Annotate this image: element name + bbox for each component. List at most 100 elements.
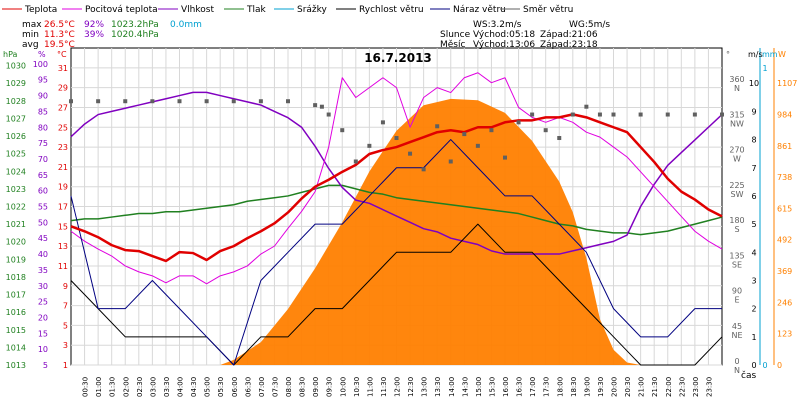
- pressure-tick-label: 1016: [6, 308, 26, 317]
- time-tick-label: 17:30: [543, 377, 551, 397]
- info-moonset: Západ:23:18: [540, 40, 598, 50]
- temperature-tick-label: 27: [58, 103, 68, 112]
- humidity-tick-label: 50: [38, 218, 48, 227]
- direction-tick-name: NW: [730, 119, 744, 128]
- wind-direction-point: [435, 124, 440, 129]
- pressure-unit: hPa: [3, 50, 18, 59]
- wind-direction-point: [96, 99, 101, 104]
- time-tick-label: 22:30: [678, 377, 686, 397]
- chart-title: 16.7.2013: [364, 51, 432, 65]
- lines-layer: [69, 72, 724, 366]
- direction-tick-name: NE: [731, 331, 742, 340]
- direction-tick-name: W: [733, 155, 741, 164]
- stat-max-rain: 0.0mm: [170, 20, 202, 30]
- humidity-unit: %: [38, 50, 46, 59]
- stat-min-hum: 39%: [84, 30, 104, 40]
- time-tick-label: 01:30: [109, 377, 117, 397]
- pressure-tick-label: 1021: [6, 220, 26, 229]
- direction-unit: °: [726, 50, 730, 59]
- pressure-tick-label: 1026: [6, 132, 26, 141]
- wind-direction-point: [286, 99, 290, 104]
- wind-speed-line: [70, 223, 723, 366]
- wind-tick-label: 6: [751, 192, 756, 201]
- humidity-tick-label: 70: [38, 155, 48, 164]
- humidity-tick-label: 25: [38, 298, 48, 307]
- solar-tick-label: 492: [777, 236, 792, 245]
- wind-direction-point: [557, 136, 562, 141]
- time-tick-label: 21:30: [651, 377, 659, 397]
- solar-tick-label: 0: [777, 361, 782, 370]
- time-tick-label: 06:30: [244, 377, 252, 397]
- wind-direction-point: [319, 104, 324, 109]
- time-tick-label: 08:00: [285, 377, 293, 397]
- humidity-tick-label: 40: [38, 250, 48, 259]
- wind-direction-point: [543, 128, 548, 133]
- humidity-tick-label: 75: [38, 139, 48, 148]
- direction-tick-name: S: [734, 225, 739, 234]
- pressure-tick-label: 1013: [6, 361, 26, 370]
- pressure-tick-label: 1027: [6, 114, 26, 123]
- solar-unit: W: [778, 50, 786, 59]
- direction-tick-label: 0: [734, 357, 739, 366]
- wind-direction-point: [597, 112, 602, 117]
- temperature-tick-label: 19: [58, 183, 68, 192]
- humidity-tick-label: 15: [38, 329, 48, 338]
- solar-tick-label: 984: [777, 110, 792, 119]
- direction-tick-label: 90: [732, 287, 742, 296]
- time-tick-label: 03:30: [163, 377, 171, 397]
- time-tick-label: 00:30: [82, 377, 90, 397]
- humidity-tick-label: 85: [38, 107, 48, 116]
- pressure-tick-label: 1018: [6, 273, 26, 282]
- temperature-line: [70, 113, 723, 263]
- humidity-tick-label: 35: [38, 266, 48, 275]
- stat-avg-temp: 19.5°C: [44, 40, 75, 50]
- time-tick-label: 05:30: [217, 377, 225, 397]
- info-block: WS:3.2m/s WG:5m/s Slunce Východ:05:18 Zá…: [440, 20, 610, 50]
- wind-direction-point: [353, 159, 358, 164]
- stat-max-temp: 26.5°C: [44, 20, 75, 30]
- wind-tick-label: 8: [751, 136, 756, 145]
- humidity-tick-label: 60: [38, 187, 48, 196]
- legend-tlak: Tlak: [246, 5, 267, 15]
- time-tick-label: 10:30: [353, 377, 361, 397]
- wind-direction-point: [584, 104, 589, 109]
- time-tick-label: 14:30: [461, 377, 469, 397]
- info-sun-label: Slunce: [440, 30, 471, 40]
- time-tick-label: 22:00: [665, 377, 673, 397]
- wind-tick-label: 3: [751, 276, 756, 285]
- time-tick-label: 09:30: [326, 377, 334, 397]
- legend-teplota: Teplota: [24, 5, 57, 15]
- feels-like-line: [70, 72, 723, 285]
- wind-direction-point: [231, 99, 236, 104]
- wind-direction-point: [570, 112, 575, 117]
- wind-direction-point: [150, 99, 155, 104]
- legend: Teplota Pocitová teplota Vlhkost Tlak Sr…: [2, 5, 573, 15]
- solar-tick-label: 123: [777, 330, 792, 339]
- time-tick-label: 23:30: [705, 377, 713, 397]
- pressure-tick-label: 1020: [6, 238, 26, 247]
- pressure-tick-label: 1019: [6, 255, 26, 264]
- wind-direction-point: [258, 99, 263, 104]
- direction-tick-label: 315: [729, 110, 744, 119]
- direction-tick-label: 360: [729, 75, 744, 84]
- wind-unit: m/s: [748, 50, 763, 59]
- wind-direction-point: [204, 99, 209, 104]
- wind-direction-point: [313, 103, 318, 108]
- temperature-tick-label: 3: [63, 341, 68, 350]
- time-tick-label: 16:30: [516, 377, 524, 397]
- pressure-tick-label: 1030: [6, 62, 26, 71]
- wind-tick-label: 9: [751, 107, 756, 116]
- legend-srazky: Srážky: [297, 5, 328, 15]
- rain-tick-label: 1: [762, 64, 767, 73]
- time-tick-label: 06:00: [231, 377, 239, 397]
- time-tick-label: 11:30: [380, 377, 388, 397]
- wind-tick-label: 2: [751, 305, 756, 314]
- temperature-unit: °C: [57, 50, 67, 59]
- temperature-tick-label: 23: [58, 143, 68, 152]
- wind-direction-point: [530, 112, 535, 117]
- wind-direction-point: [462, 132, 467, 137]
- wind-tick-label: 7: [751, 164, 756, 173]
- wind-direction-point: [367, 143, 372, 148]
- time-tick-label: 14:00: [448, 377, 456, 397]
